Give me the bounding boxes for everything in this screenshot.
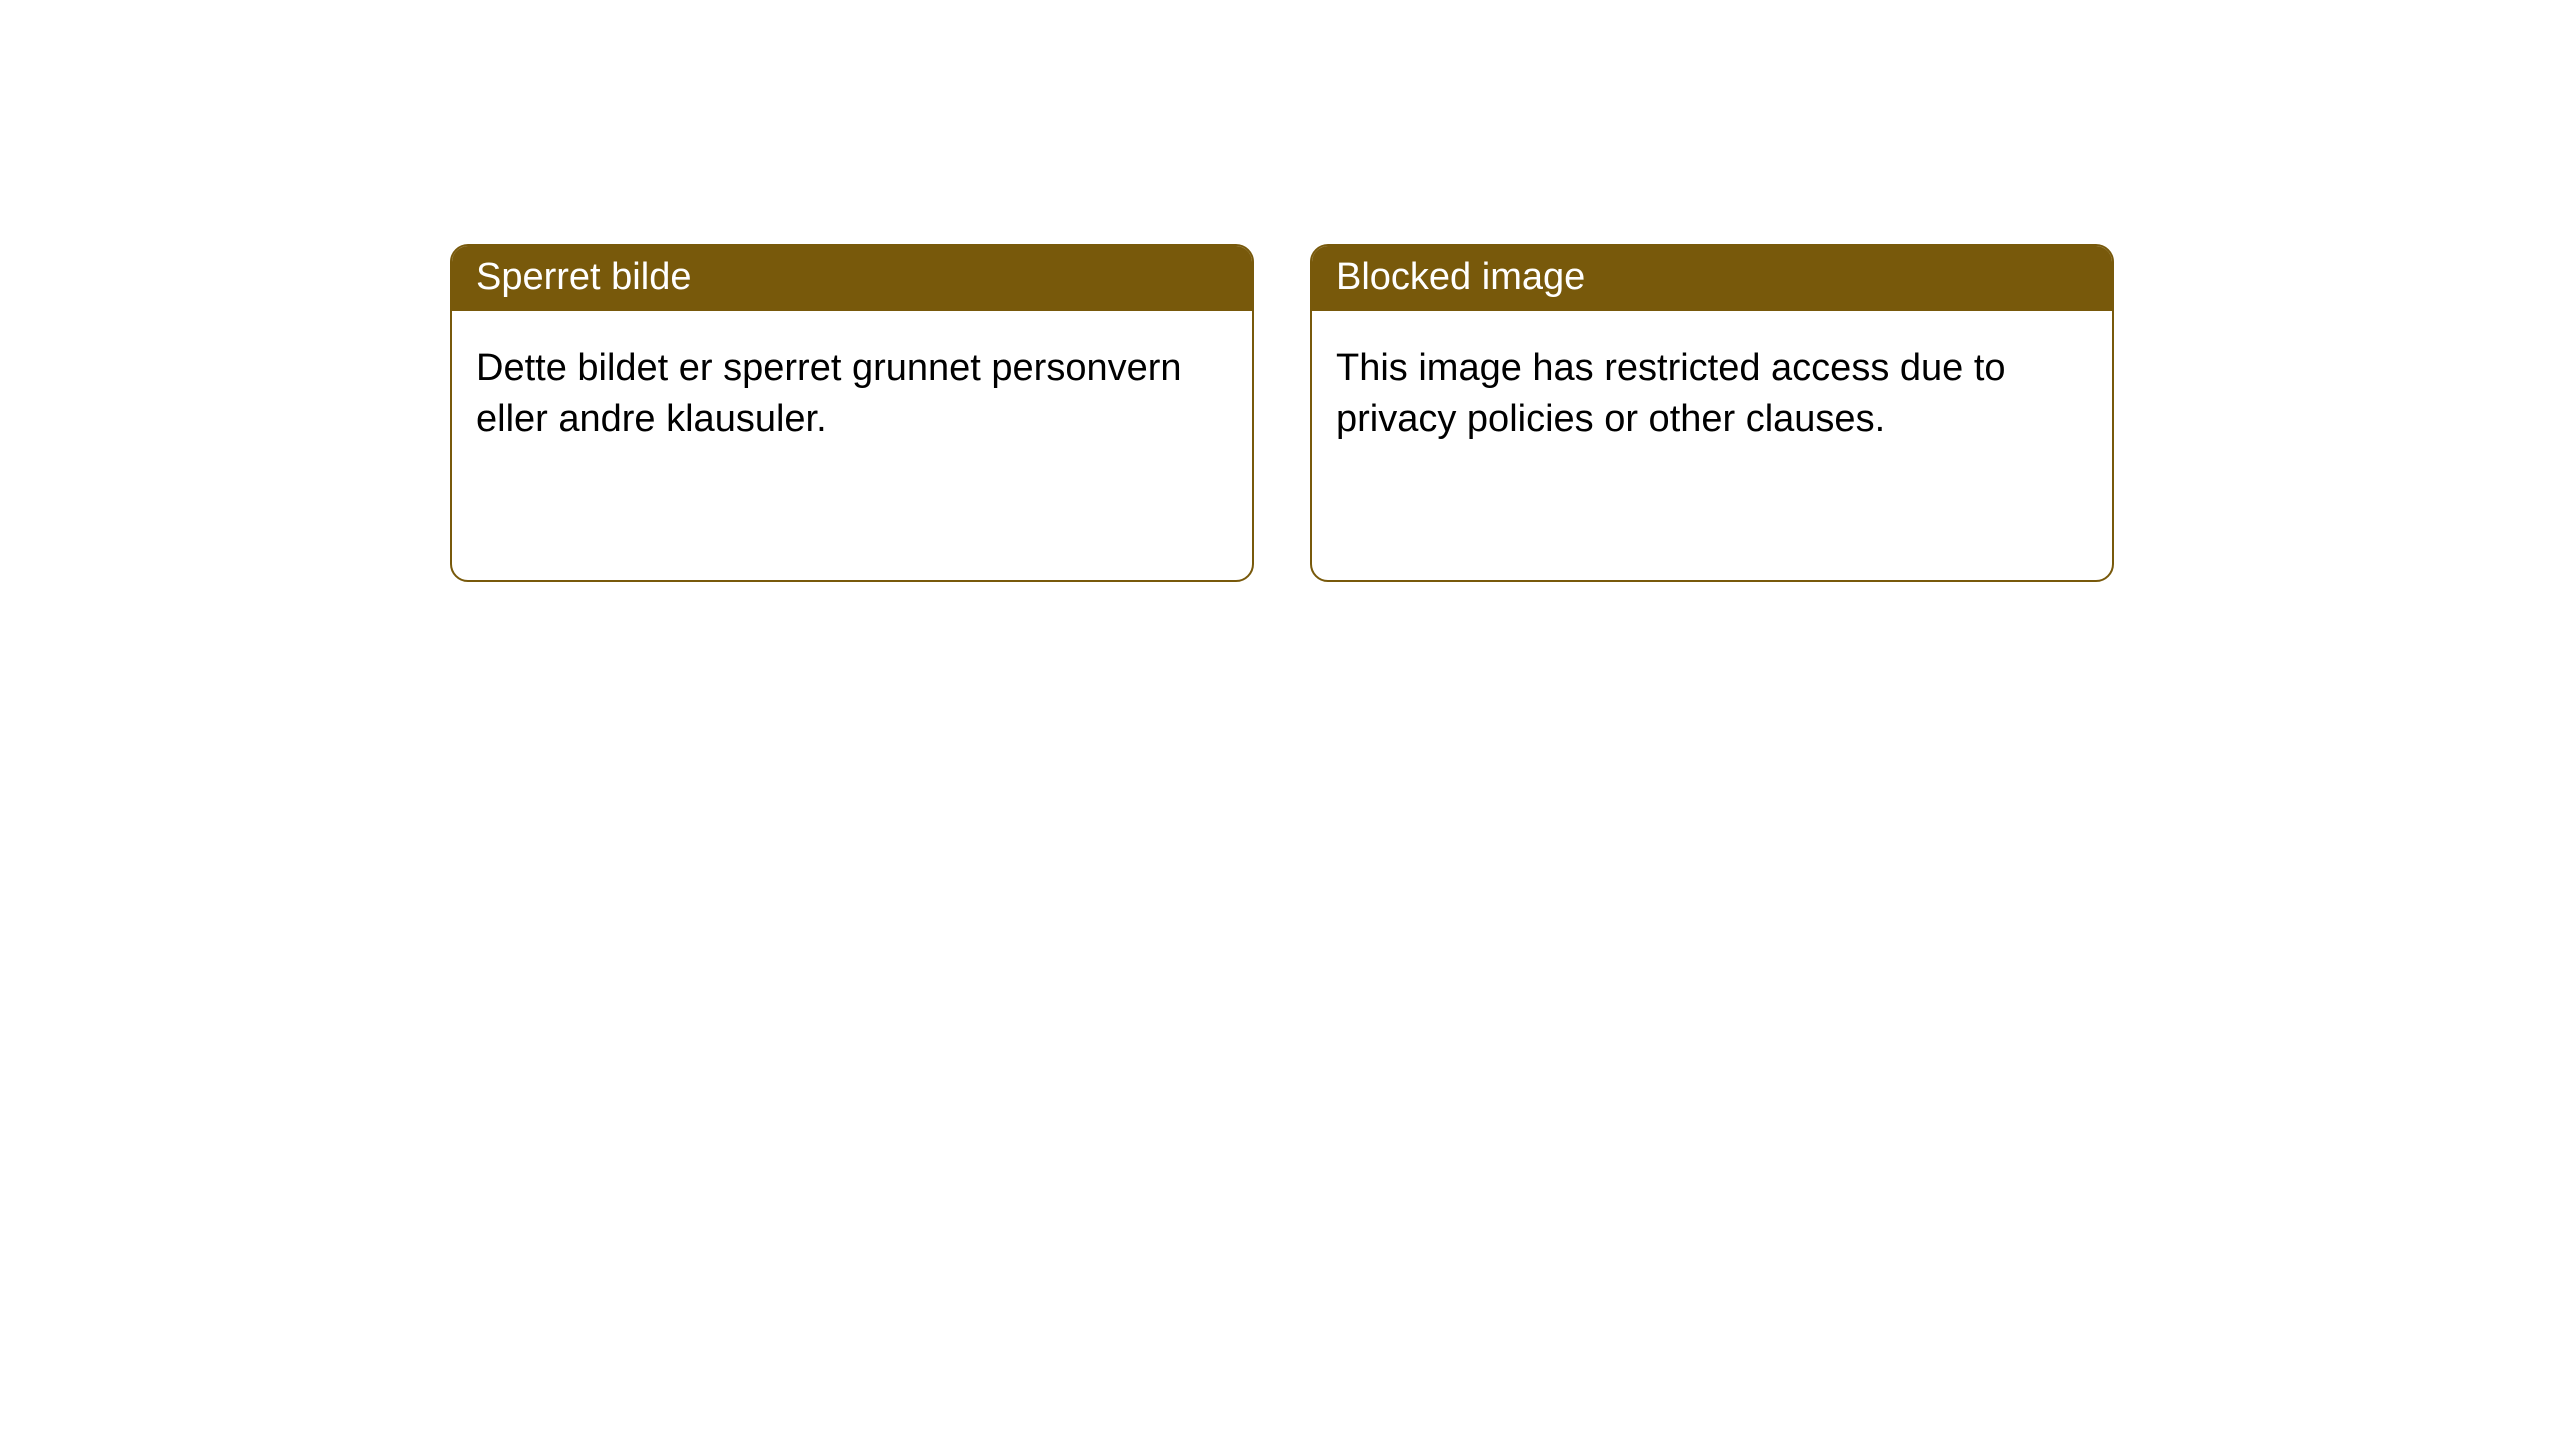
notice-box-no: Sperret bilde Dette bildet er sperret gr… xyxy=(450,244,1254,582)
notice-body-no: Dette bildet er sperret grunnet personve… xyxy=(452,311,1252,478)
notice-header-en: Blocked image xyxy=(1312,246,2112,311)
notice-header-no: Sperret bilde xyxy=(452,246,1252,311)
notice-box-en: Blocked image This image has restricted … xyxy=(1310,244,2114,582)
notice-body-en: This image has restricted access due to … xyxy=(1312,311,2112,478)
notice-container: Sperret bilde Dette bildet er sperret gr… xyxy=(0,0,2560,582)
